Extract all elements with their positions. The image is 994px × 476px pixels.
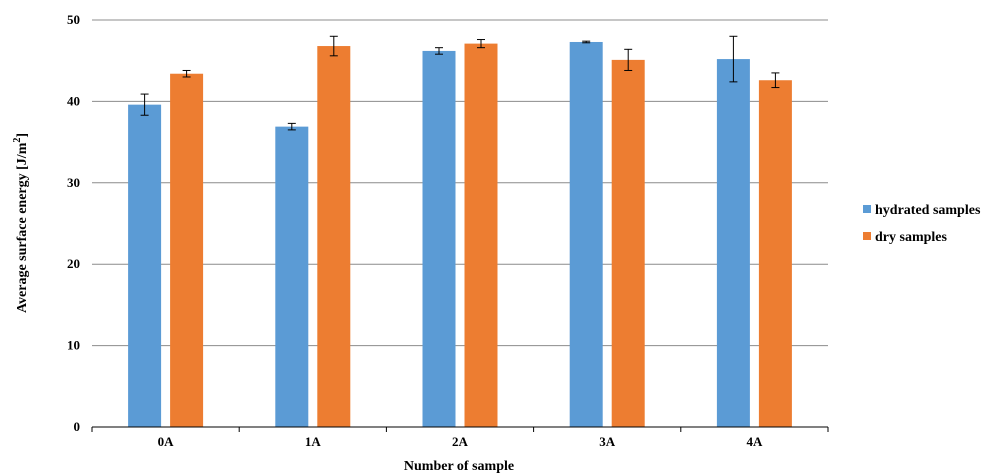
y-axis-title: Average surface energy [J/m2] [12, 133, 30, 313]
x-tick-label: 0A [158, 434, 175, 449]
bar-dry [758, 80, 792, 428]
x-axis-title: Number of sample [404, 459, 514, 474]
bar-hydrated [128, 104, 162, 427]
x-tick-label: 3A [599, 434, 616, 449]
bar-dry [464, 43, 498, 428]
bar-hydrated [422, 50, 456, 427]
y-tick-label: 0 [74, 419, 81, 434]
x-axis: 0A 1A 2A 3A 4A [91, 426, 829, 449]
y-tick-label: 10 [67, 338, 80, 353]
gridlines [92, 19, 828, 347]
bar-dry [317, 46, 351, 427]
bar-hydrated [569, 41, 603, 428]
legend-label: hydrated samples [875, 203, 981, 218]
x-tick-label: 4A [746, 434, 763, 449]
x-tick-label: 2A [452, 434, 469, 449]
y-axis-title-superscript: 2 [12, 138, 23, 143]
y-axis-title-end: ] [15, 133, 30, 138]
y-tick-label: 40 [67, 93, 80, 108]
bar-dry [611, 59, 645, 428]
bars [128, 41, 792, 428]
legend-label: dry samples [875, 230, 948, 245]
y-tick-label: 20 [67, 256, 80, 271]
legend: hydrated samples dry samples [863, 203, 981, 245]
error-bars [140, 35, 780, 131]
bar-hydrated [716, 59, 750, 428]
y-axis-tick-labels: 0 10 20 30 40 50 [67, 12, 80, 434]
y-tick-label: 30 [67, 175, 80, 190]
y-axis-title-text: Average surface energy [J/m [15, 142, 30, 313]
y-tick-label: 50 [67, 12, 80, 27]
bar-hydrated [275, 126, 309, 427]
legend-swatch [863, 232, 871, 240]
bar-dry [170, 73, 204, 427]
legend-swatch [863, 205, 871, 213]
x-tick-label: 1A [305, 434, 322, 449]
